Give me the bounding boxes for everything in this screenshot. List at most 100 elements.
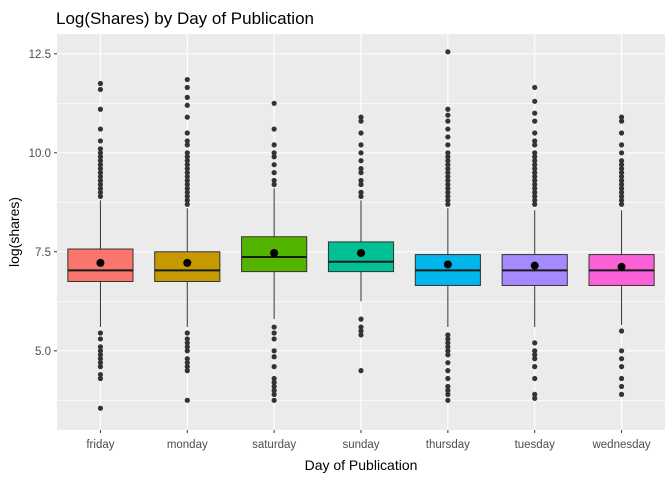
outlier-point (97, 146, 104, 152)
outlier-point (618, 391, 625, 397)
outlier-point (184, 340, 190, 346)
outlier-point (532, 130, 538, 136)
outlier-point (271, 142, 277, 148)
outlier-point (97, 154, 104, 160)
outlier-point (445, 49, 451, 55)
outlier-point (532, 201, 538, 207)
outlier-point (97, 138, 104, 144)
x-tick-label-sunday: sunday (342, 439, 379, 451)
outlier-point (618, 197, 625, 203)
outlier-point (445, 344, 451, 350)
outlier-point (271, 383, 277, 390)
outlier-point (532, 352, 538, 358)
box-iqr (327, 241, 395, 273)
outlier-point (532, 189, 538, 195)
outlier-point (445, 166, 451, 172)
outlier-point (532, 162, 538, 168)
outlier-point (445, 106, 451, 112)
outlier-point (532, 197, 538, 203)
outlier-point (184, 197, 190, 203)
outlier-point (532, 173, 538, 180)
x-tick-label-friday: friday (86, 439, 114, 451)
outlier-point (184, 142, 190, 148)
outlier-point (97, 170, 104, 176)
outlier-point (97, 330, 104, 336)
outlier-point (271, 387, 277, 393)
x-axis: friday monday saturday sunday thursday tuesda… (86, 430, 651, 451)
box-sunday (327, 114, 395, 374)
outlier-point (532, 348, 538, 354)
outlier-point (445, 118, 451, 124)
outlier-point (358, 114, 364, 120)
outlier-point (358, 324, 364, 330)
y-tick-label: 7.5 (35, 247, 51, 259)
outlier-point (445, 391, 451, 397)
outlier-point (445, 134, 451, 140)
outlier-point (445, 173, 451, 180)
mean-point (443, 260, 452, 269)
outlier-point (184, 154, 190, 160)
outlier-point (618, 375, 625, 382)
outlier-point (184, 173, 190, 180)
outlier-point (445, 352, 451, 358)
outlier-point (618, 383, 625, 390)
outlier-point (271, 397, 277, 403)
outlier-point (618, 118, 625, 124)
mean-point (96, 258, 105, 267)
outlier-point (184, 201, 190, 207)
outlier-point (97, 158, 104, 164)
outlier-point (445, 368, 451, 374)
outlier-point (97, 375, 104, 382)
outlier-point (271, 364, 277, 370)
outlier-point (97, 371, 104, 378)
outlier-point (618, 158, 625, 164)
outlier-point (271, 154, 277, 160)
outlier-point (97, 86, 104, 93)
x-tick-label-wednesday: wednesday (591, 439, 650, 451)
outlier-point (618, 201, 625, 207)
outlier-point (445, 162, 451, 168)
y-axis: 5.0 7.5 10.0 12.5 (29, 49, 57, 358)
outlier-point (97, 150, 104, 156)
outlier-point (271, 348, 277, 354)
outlier-point (618, 130, 625, 136)
outlier-point (618, 189, 625, 195)
x-tick-label-tuesday: tuesday (515, 439, 556, 451)
outlier-point (184, 130, 190, 136)
outlier-point (184, 360, 190, 366)
outlier-point (271, 375, 277, 382)
outlier-point (618, 142, 625, 148)
outlier-point (184, 150, 190, 156)
outlier-point (445, 197, 451, 203)
outlier-point (358, 189, 364, 195)
outlier-point (532, 391, 538, 397)
outlier-point (184, 364, 190, 370)
outlier-point (97, 173, 104, 180)
outlier-point (358, 328, 364, 334)
outlier-point (532, 193, 538, 199)
outlier-point (271, 330, 277, 336)
y-tick-label: 10.0 (29, 148, 51, 160)
outlier-point (618, 170, 625, 176)
y-axis-title: log(shares) (6, 197, 22, 267)
x-tick-label-thursday: thursday (426, 439, 470, 451)
outlier-point (184, 368, 190, 374)
outlier-point (358, 142, 364, 148)
outlier-point (532, 98, 538, 104)
outlier-point (445, 360, 451, 366)
outlier-point (97, 126, 104, 132)
outlier-point (445, 181, 451, 188)
box-saturday (241, 100, 308, 403)
outlier-point (532, 177, 538, 184)
outlier-point (532, 158, 538, 164)
outlier-point (97, 360, 104, 366)
outlier-point (271, 354, 277, 360)
outlier-point (97, 162, 104, 168)
mean-point (183, 258, 192, 267)
outlier-point (271, 126, 277, 132)
outlier-point (618, 185, 625, 192)
outlier-point (618, 150, 625, 156)
outlier-point (358, 130, 364, 136)
outlier-point (618, 177, 625, 184)
outlier-point (445, 126, 451, 132)
